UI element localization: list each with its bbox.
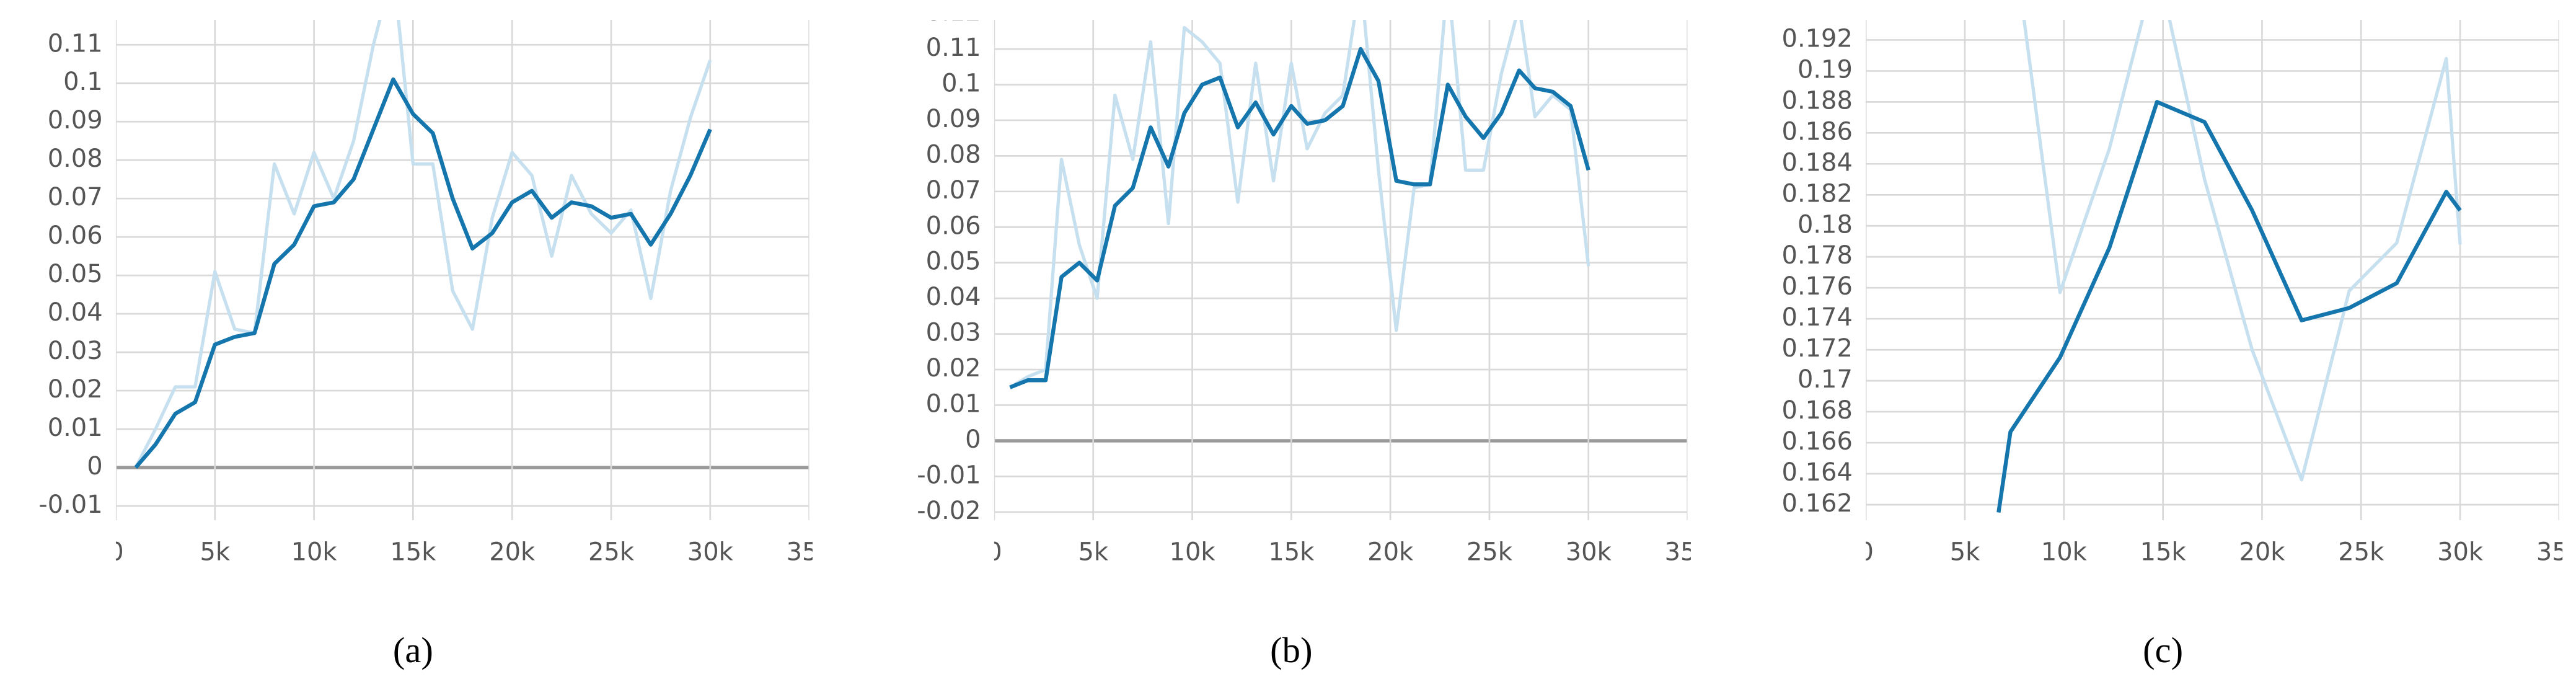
y-tick-label: 0.07 [926,176,981,205]
y-tick-label: 0.182 [1782,179,1853,208]
y-tick-label: 0.1 [942,69,981,98]
x-tick-label: 30k [1566,538,1612,566]
x-tick-label: 5k [1950,538,1980,566]
y-tick-label: 0.186 [1782,117,1853,146]
y-tick-label: 0.162 [1782,489,1853,518]
y-tick-label: 0.172 [1782,334,1853,363]
caption: (c) [2143,630,2183,670]
y-tick-label: 0.01 [926,389,981,418]
lines [134,19,712,469]
y-tick-label: 0.09 [926,105,981,133]
x-tick-label: 0 [986,538,1002,566]
x-tick-label: 15k [390,538,436,566]
x-tick-label: 35k [1665,538,1711,566]
y-tick-label: 0.08 [48,144,103,173]
x-tick-label: 5k [200,538,230,566]
series-line [134,19,712,469]
grid [994,19,1688,520]
x-tick-label: 20k [489,538,536,566]
x-tick-label: 30k [2437,538,2484,566]
x-tick-label: 30k [687,538,734,566]
x-tick-label: 5k [1078,538,1108,566]
x-tick-label: 35k [787,538,833,566]
series-line [134,77,712,469]
y-tick-label: 0.164 [1782,458,1853,487]
x-tick-label: 15k [2140,538,2187,566]
caption: (b) [1270,630,1312,670]
grid [1866,19,2559,520]
y-tick-label: 0.17 [1797,365,1853,394]
x-tick-label: 10k [291,538,338,566]
y-tick-label: -0.01 [917,461,981,489]
y-tick-label: 0.11 [48,29,103,58]
y-tick-label: 0.192 [1782,24,1853,53]
y-tick-label: -0.02 [917,497,981,525]
series-line [1009,19,1590,389]
y-tick-label: 0.01 [48,414,103,442]
panel: -0.02 -0.01 0 0.01 0.02 0.03 0.04 0.05 0.06 0.07 0… [917,0,1711,670]
y-tick-label: 0.07 [48,183,103,211]
y-tick-labels: -0.01 0 0.01 0.02 0.03 0.04 0.05 0.06 0.07 0.08 0.… [38,29,102,519]
x-tick-label: 10k [2041,538,2088,566]
y-tick-label: 0.19 [1797,55,1853,84]
grid [115,19,809,520]
lines [1996,19,2462,513]
x-tick-labels: 0 5k 10k 15k 20k 25k 30k 35k [986,538,1711,566]
series-line [1996,100,2462,513]
y-tick-label: 0.11 [926,33,981,62]
y-tick-label: 0.174 [1782,303,1853,332]
y-tick-label: 0.02 [48,375,103,404]
lines [1009,19,1590,389]
y-tick-label: 0.188 [1782,86,1853,115]
y-tick-label: 0.04 [48,298,103,327]
y-tick-label: 0.08 [926,140,981,169]
y-tick-label: 0.03 [926,319,981,347]
x-tick-label: 15k [1268,538,1315,566]
y-tick-label: 0.1 [63,68,103,96]
x-tick-labels: 0 5k 10k 15k 20k 25k 30k 35k [1858,538,2576,566]
x-tick-label: 25k [588,538,635,566]
y-tick-label: 0.168 [1782,396,1853,425]
series-line [2022,19,2462,482]
y-tick-label: 0.176 [1782,272,1853,301]
y-tick-label: 0.03 [48,337,103,365]
x-tick-label: 20k [2239,538,2285,566]
x-tick-labels: 0 5k 10k 15k 20k 25k 30k 35k [108,538,833,566]
y-tick-label: 0.184 [1782,148,1853,177]
x-tick-label: 10k [1170,538,1216,566]
y-tick-label: 0.12 [926,0,981,27]
y-tick-label: 0.06 [48,221,103,250]
y-tick-label: 0.05 [926,247,981,276]
y-tick-label: 0.18 [1797,210,1853,239]
y-tick-labels: -0.02 -0.01 0 0.01 0.02 0.03 0.04 0.05 0.06 0.07 0… [917,0,981,525]
x-tick-label: 25k [2338,538,2384,566]
y-tick-label: 0 [965,425,981,454]
panel: 0.1620.1640.1660.1680.170.1720.1740.1760… [1782,19,2576,670]
series-line [1009,47,1590,389]
y-tick-label: -0.01 [38,490,102,519]
y-tick-label: 0.09 [48,106,103,135]
y-tick-labels: 0.1620.1640.1660.1680.170.1720.1740.1760… [1782,24,1853,518]
y-tick-label: 0.178 [1782,241,1853,270]
y-tick-label: 0.06 [926,211,981,240]
x-tick-label: 35k [2536,538,2576,566]
x-tick-label: 20k [1367,538,1414,566]
x-tick-label: 25k [1467,538,1513,566]
x-tick-label: 0 [1858,538,1874,566]
y-tick-label: 0 [87,452,102,481]
caption: (a) [393,630,433,670]
panel: -0.0100.010.020.030.040.050.060.070.080.… [38,19,833,670]
y-tick-label: 0.04 [926,283,981,311]
y-tick-label: 0.02 [926,354,981,383]
x-tick-label: 0 [108,538,123,566]
y-tick-label: 0.166 [1782,427,1853,456]
y-tick-label: 0.05 [48,260,103,288]
